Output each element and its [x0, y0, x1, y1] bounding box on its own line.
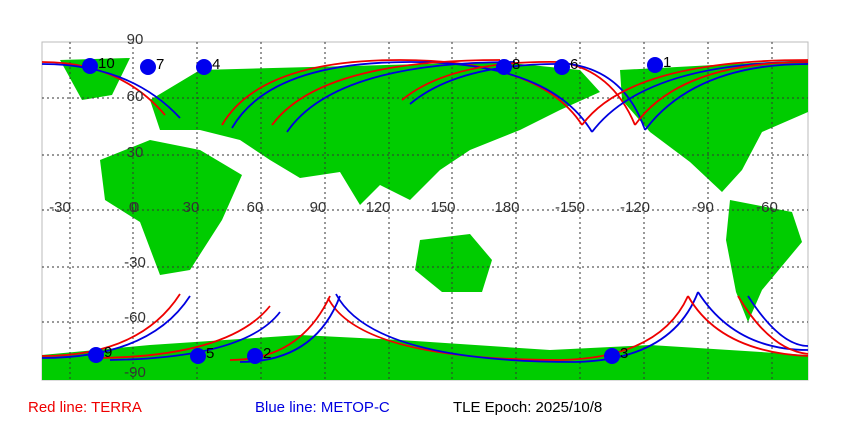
terra-track — [687, 295, 809, 357]
satellite-dot — [496, 59, 512, 75]
metop-track — [644, 63, 809, 131]
south-america — [726, 200, 802, 322]
lon-label: -30 — [49, 199, 71, 216]
satellite-dot — [554, 59, 570, 75]
lon-labels: -30 0 30 60 90 120 150 180 -150 -120 -90… — [49, 199, 778, 216]
lat-label: 60 — [127, 88, 144, 105]
terra-track — [327, 295, 689, 361]
lat-label: 30 — [127, 144, 144, 161]
australia — [415, 234, 492, 292]
lon-label: -120 — [620, 199, 650, 216]
tle-epoch: TLE Epoch: 2025/10/8 — [453, 399, 602, 416]
lon-label: 0 — [129, 199, 137, 216]
lat-labels: 90 60 30 0 -30 -60 -90 — [124, 31, 146, 381]
lon-label: 180 — [494, 199, 519, 216]
lon-label: -90 — [692, 199, 714, 216]
satellite-number: 5 — [206, 345, 214, 362]
satellite-number: 10 — [98, 55, 115, 72]
satellite-dot — [604, 348, 620, 364]
metop-track — [747, 295, 809, 347]
terra-track — [737, 295, 809, 355]
metop-track — [109, 311, 281, 361]
satellite-dot — [88, 347, 104, 363]
terra-track — [271, 59, 501, 126]
lon-label: 60 — [247, 199, 264, 216]
greenland — [60, 58, 130, 100]
legend-terra: Red line: TERRA — [28, 399, 142, 416]
lon-label: -150 — [555, 199, 585, 216]
antarctica — [42, 335, 808, 380]
lat-label: -30 — [124, 254, 146, 271]
satellite-dot — [247, 348, 263, 364]
metop-track — [231, 61, 593, 133]
north-america — [620, 60, 808, 192]
satellite-points: 10 7 4 8 6 1 9 5 2 3 — [82, 54, 671, 364]
satellite-dot — [647, 57, 663, 73]
lon-label: 120 — [365, 199, 390, 216]
terra-track — [41, 293, 181, 357]
metop-track — [286, 61, 516, 133]
metop-track — [41, 63, 181, 119]
satellite-number: 7 — [156, 56, 164, 73]
lat-label: 0 — [131, 199, 139, 216]
lat-label: -90 — [124, 364, 146, 381]
terra-track — [401, 61, 636, 126]
satellite-number: 3 — [620, 345, 628, 362]
satellite-dot — [140, 59, 156, 75]
satellite-number: 9 — [104, 344, 112, 361]
satellite-number: 1 — [663, 54, 671, 71]
satellite-number: 2 — [263, 345, 271, 362]
satellite-dot — [82, 58, 98, 74]
lat-label: -60 — [124, 309, 146, 326]
lon-label: 150 — [430, 199, 455, 216]
lat-label: 90 — [127, 31, 144, 48]
terra-track — [99, 305, 271, 359]
africa — [100, 140, 242, 275]
metop-track — [41, 295, 191, 359]
lon-label: 30 — [183, 199, 200, 216]
lon-label: -60 — [756, 199, 778, 216]
metop-track — [335, 291, 699, 363]
satellite-number: 4 — [212, 56, 220, 73]
lon-label: 90 — [310, 199, 327, 216]
satellite-dot — [190, 348, 206, 364]
satellite-number: 8 — [512, 56, 520, 73]
terra-track — [229, 295, 331, 361]
satellite-dot — [196, 59, 212, 75]
legend-metop: Blue line: METOP-C — [255, 399, 390, 416]
satellite-number: 6 — [570, 56, 578, 73]
terra-track — [581, 59, 809, 126]
terra-track — [634, 61, 809, 126]
terra-track — [221, 59, 583, 126]
